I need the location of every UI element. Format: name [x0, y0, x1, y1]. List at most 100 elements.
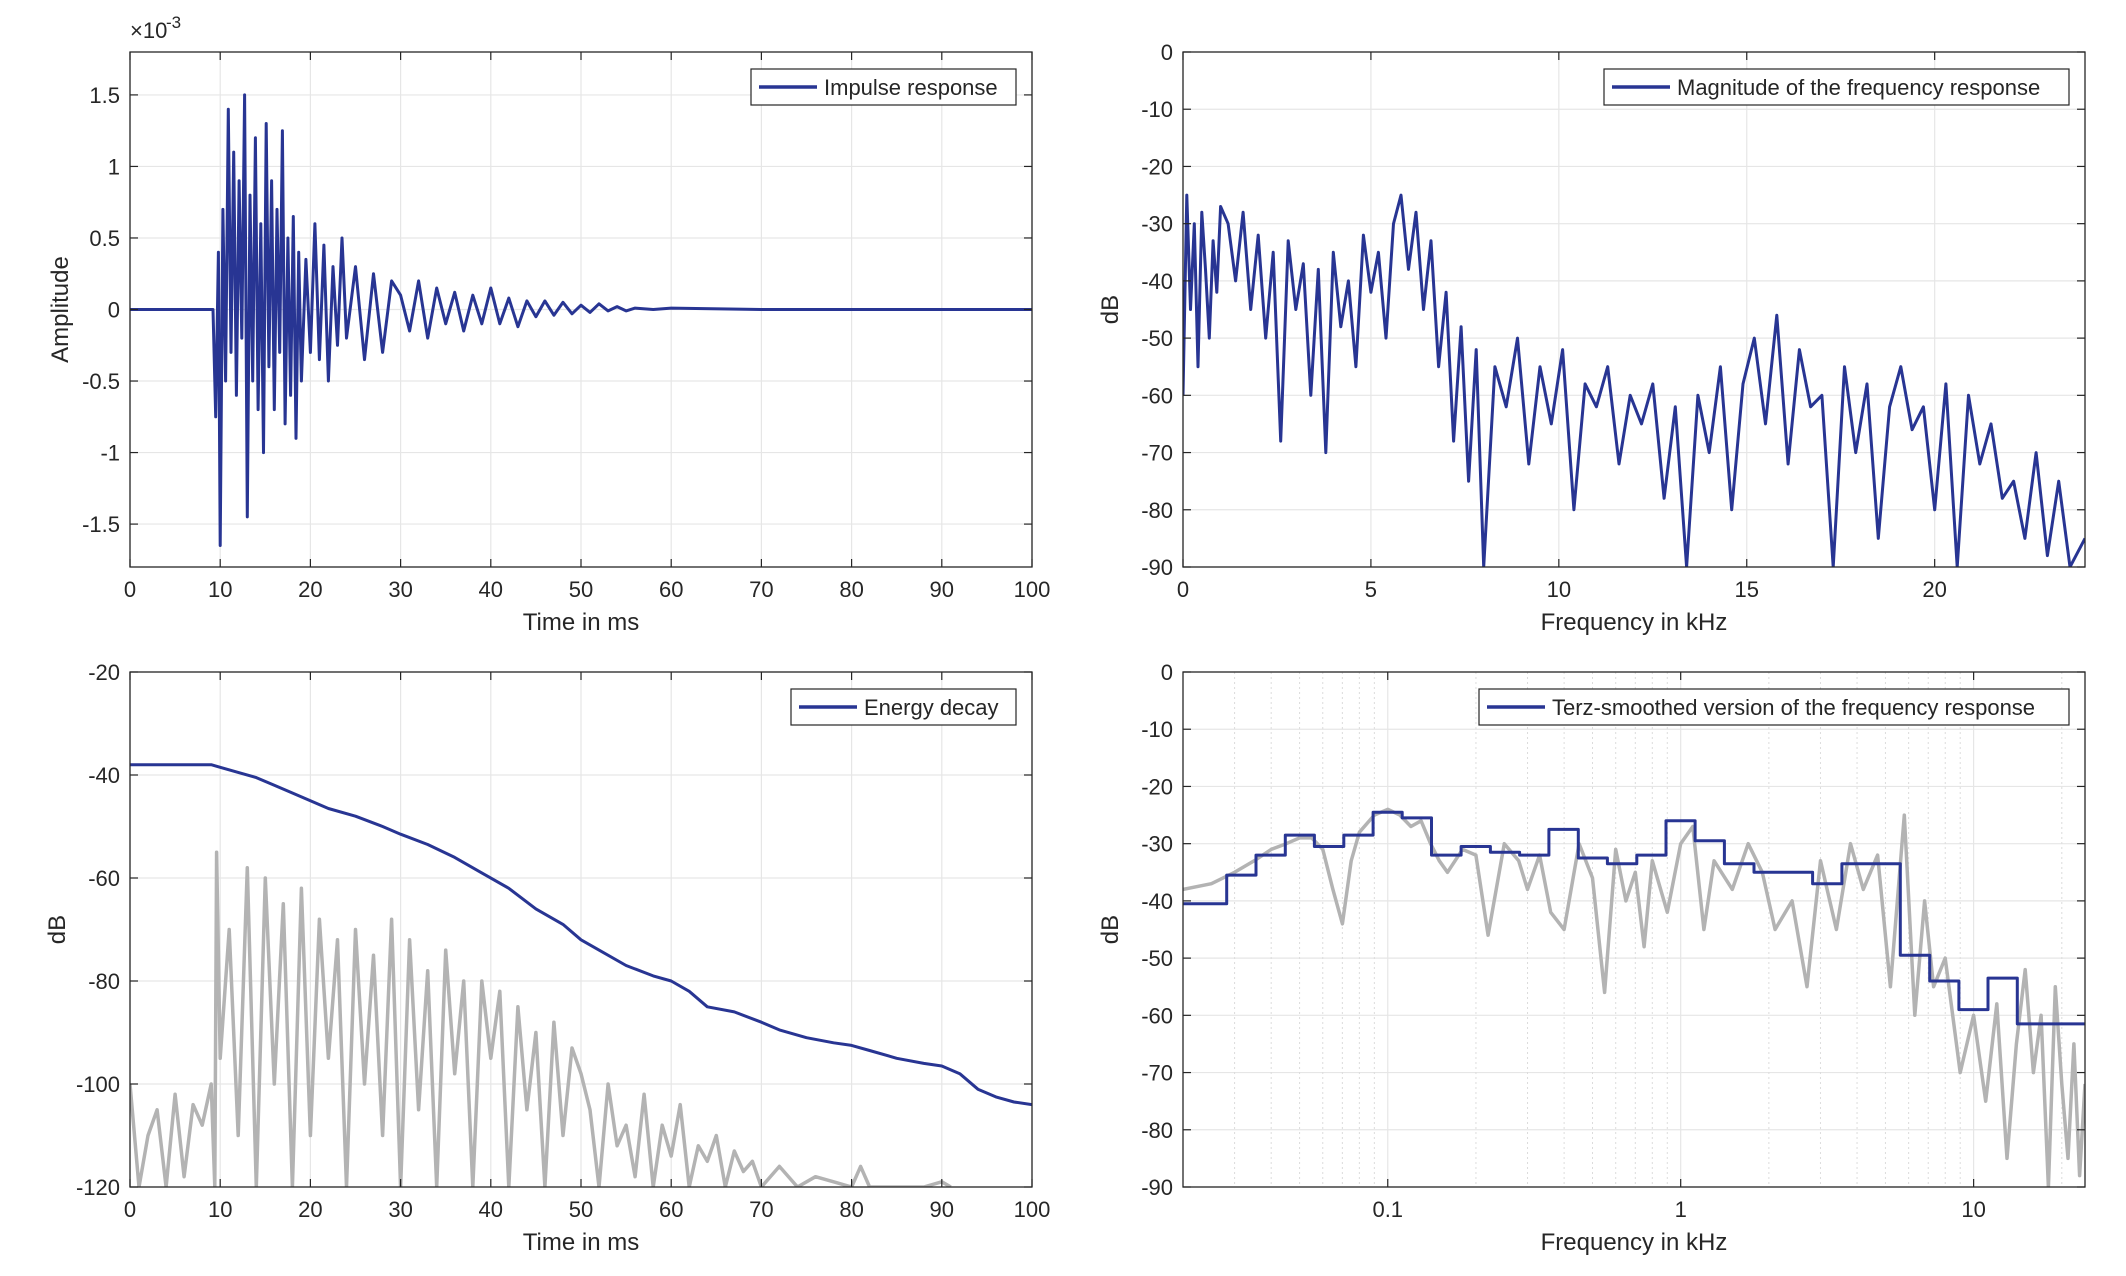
- y-tick-label: -80: [1141, 1118, 1173, 1143]
- x-tick-label: 40: [479, 1197, 503, 1222]
- x-tick-label: 0: [1177, 577, 1189, 602]
- y-tick-label: -1: [100, 441, 120, 466]
- y-tick-label: -70: [1141, 1061, 1173, 1086]
- y-tick-label: 0: [1161, 40, 1173, 65]
- y-tick-label: -60: [1141, 1003, 1173, 1028]
- x-tick-label: 40: [479, 577, 503, 602]
- y-tick-label: -90: [1141, 1175, 1173, 1200]
- y-tick-label: -1.5: [82, 512, 120, 537]
- impulse-chart: 0 10 20 30 40 50 60 70 80 90 100 -1.5 -1 -0.5 0 0.5 1 1.5…: [47, 13, 1050, 636]
- x-tick-label: 60: [659, 1197, 683, 1222]
- y-tick-label: -90: [1141, 555, 1173, 580]
- x-axis-label: Frequency in kHz: [1541, 609, 1728, 636]
- plot-area: [1183, 52, 2085, 567]
- y-tick-label: -100: [76, 1072, 120, 1097]
- legend-label: Terz-smoothed version of the frequency r…: [1552, 695, 2035, 720]
- magnitude-chart: 0 5 10 15 20 0 -10 -20 -30 -40 -50 -60 -70 -80 -90 Freq…: [1097, 40, 2086, 636]
- series-line-main: [1183, 810, 2085, 1026]
- series-group: [130, 763, 1032, 1187]
- y-exponent-power: -3: [166, 13, 181, 32]
- series-line-gray: [1183, 807, 2085, 1187]
- y-tick-label: -20: [1141, 774, 1173, 799]
- series-group: [1183, 807, 2085, 1187]
- legend-label: Impulse response: [824, 75, 998, 100]
- y-tick-label: -60: [1141, 383, 1173, 408]
- x-tick-label: 50: [569, 577, 593, 602]
- x-tick-label: 10: [1961, 1197, 1985, 1222]
- y-tick-label: -40: [1141, 889, 1173, 914]
- x-tick-label: 1: [1675, 1197, 1687, 1222]
- legend-label: Magnitude of the frequency response: [1677, 75, 2040, 100]
- y-tick-label: 1.5: [89, 83, 120, 108]
- y-tick-label: -50: [1141, 326, 1173, 351]
- x-tick-label: 60: [659, 577, 683, 602]
- terz-chart: 0.1 1 10 0 -10 -20 -30 -40 -50 -60 -70 -80 -90 Freque…: [1097, 660, 2086, 1256]
- x-tick-label: 30: [388, 1197, 412, 1222]
- x-tick-label: 20: [1922, 577, 1946, 602]
- y-axis-label: dB: [1097, 915, 1124, 944]
- grid: [1183, 671, 2085, 1188]
- y-axis-label: dB: [1097, 295, 1124, 324]
- x-tick-label: 70: [749, 1197, 773, 1222]
- series-group: [1183, 193, 2085, 567]
- x-tick-label: 15: [1735, 577, 1759, 602]
- axes-box: [1182, 51, 2086, 568]
- y-tick-label: -80: [1141, 498, 1173, 523]
- x-tick-label: 90: [930, 577, 954, 602]
- y-tick-label: -30: [1141, 832, 1173, 857]
- series-line-main: [130, 93, 1032, 547]
- y-tick-label: -10: [1141, 717, 1173, 742]
- y-tick-label: -40: [1141, 269, 1173, 294]
- x-tick-label: 10: [208, 577, 232, 602]
- y-tick-label: 0: [1161, 660, 1173, 685]
- axes-box: [1182, 671, 2086, 1188]
- x-tick-label: 20: [298, 577, 322, 602]
- x-tick-label: 0: [124, 577, 136, 602]
- x-tick-label: 90: [930, 1197, 954, 1222]
- y-tick-label: -50: [1141, 946, 1173, 971]
- series-group: [130, 93, 1032, 547]
- x-tick-label: 5: [1365, 577, 1377, 602]
- legend: Impulse response: [750, 68, 1017, 106]
- legend-box: [1478, 688, 2070, 726]
- y-tick-label: -20: [1141, 154, 1173, 179]
- x-tick-label: 100: [1014, 1197, 1051, 1222]
- x-tick-label: 80: [839, 1197, 863, 1222]
- y-tick-label: -120: [76, 1175, 120, 1200]
- plot-area: [1183, 672, 2085, 1187]
- x-tick-label: 0: [124, 1197, 136, 1222]
- y-axis-label: Amplitude: [47, 256, 74, 363]
- y-tick-label: 1: [108, 154, 120, 179]
- energy-chart: 0 10 20 30 40 50 60 70 80 90 100 -20 -40 -60 -80 -100 -1…: [44, 660, 1050, 1256]
- x-tick-label: 10: [1547, 577, 1571, 602]
- legend: Energy decay: [790, 688, 1017, 726]
- y-tick-label: -80: [88, 969, 120, 994]
- y-tick-label: -70: [1141, 441, 1173, 466]
- y-tick-label: -0.5: [82, 369, 120, 394]
- legend-box: [1603, 68, 2070, 106]
- y-tick-label: -20: [88, 660, 120, 685]
- x-tick-label: 70: [749, 577, 773, 602]
- x-axis-label: Time in ms: [523, 1229, 639, 1256]
- series-line-gray: [130, 850, 952, 1187]
- y-tick-label: -30: [1141, 212, 1173, 237]
- x-tick-label: 20: [298, 1197, 322, 1222]
- y-axis-label: dB: [44, 915, 71, 944]
- x-tick-label: 100: [1014, 577, 1051, 602]
- y-tick-label: 0: [108, 298, 120, 323]
- series-line-main: [130, 763, 1032, 1107]
- y-exponent-label: ×10: [130, 18, 167, 43]
- x-axis-label: Time in ms: [523, 609, 639, 636]
- legend: Terz-smoothed version of the frequency r…: [1478, 688, 2070, 726]
- x-tick-label: 30: [388, 577, 412, 602]
- x-tick-label: 10: [208, 1197, 232, 1222]
- y-tick-label: -10: [1141, 97, 1173, 122]
- legend-label: Energy decay: [864, 695, 999, 720]
- y-tick-label: -40: [88, 763, 120, 788]
- x-tick-label: 50: [569, 1197, 593, 1222]
- x-tick-label: 0.1: [1372, 1197, 1403, 1222]
- x-tick-label: 80: [839, 577, 863, 602]
- y-tick-label: 0.5: [89, 226, 120, 251]
- legend: Magnitude of the frequency response: [1603, 68, 2070, 106]
